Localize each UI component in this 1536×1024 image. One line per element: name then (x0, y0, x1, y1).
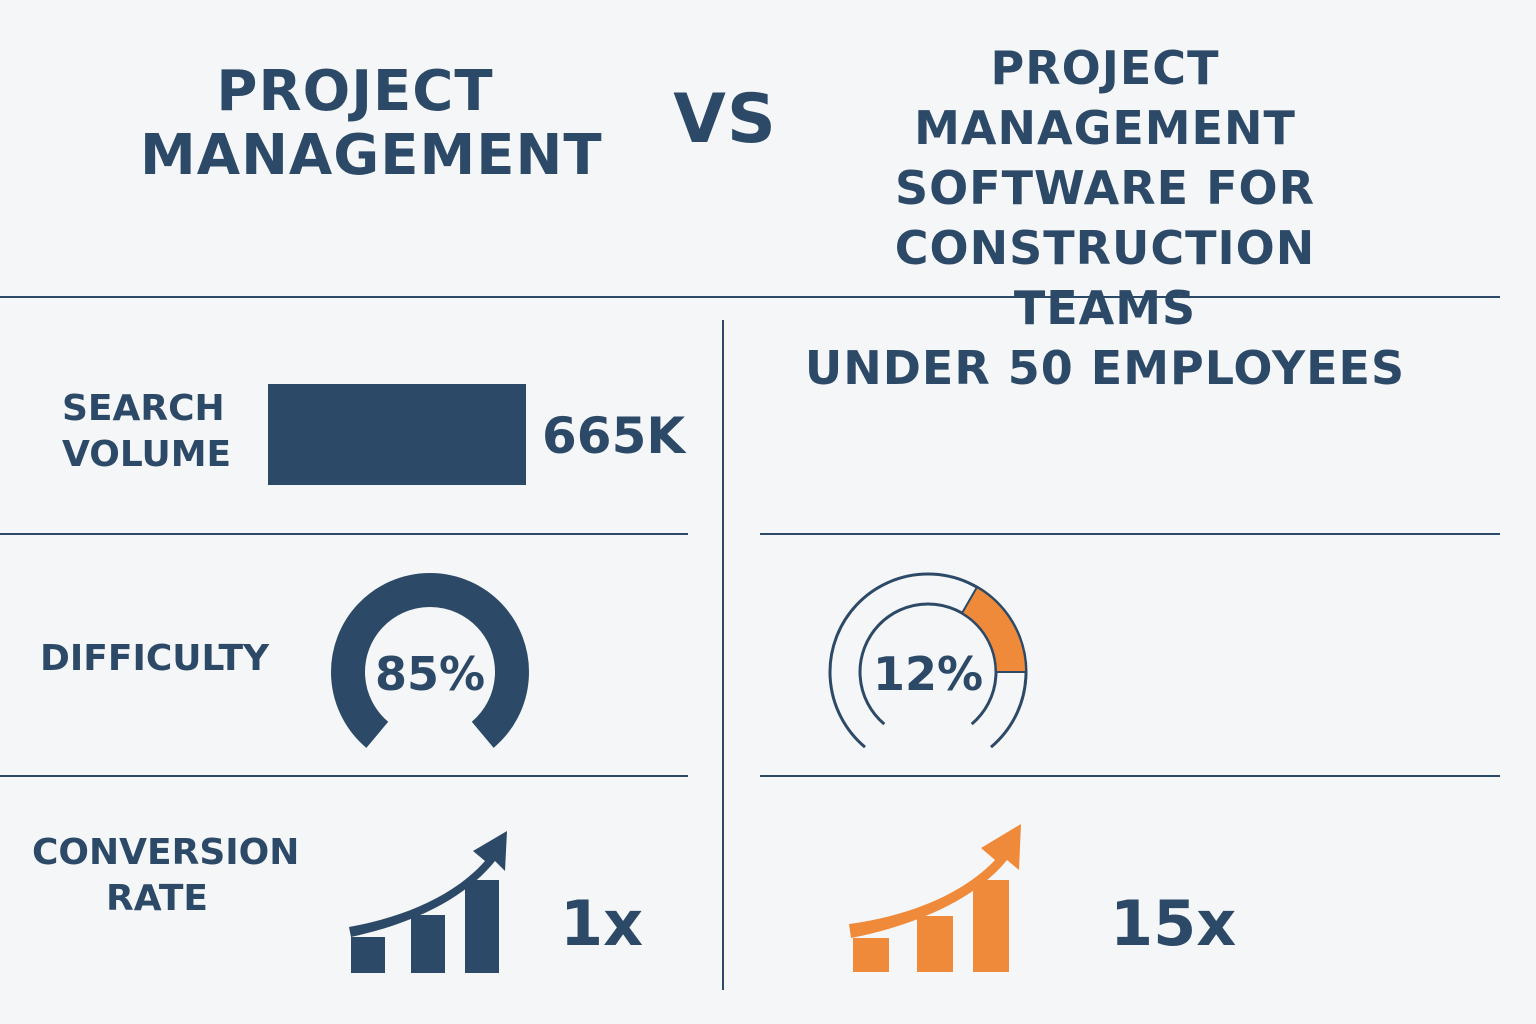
row-divider (0, 533, 688, 535)
row-divider (760, 775, 1500, 777)
conversion-right-value: 15x (1110, 887, 1237, 960)
label-line: VOLUME (62, 434, 232, 475)
difficulty-gauge-left: 85% (331, 572, 529, 748)
gauge-outer-ring (828, 572, 1028, 749)
right-title-line: CONSTRUCTION TEAMS (894, 221, 1316, 335)
difficulty-gauge-right: 12% (828, 572, 1028, 749)
growth-chart-icon (849, 824, 1021, 972)
conversion-left-value: 1x (560, 887, 644, 960)
label-line: CONVERSION (32, 832, 300, 873)
vs-label: VS (673, 80, 777, 159)
gauge-value: 85% (375, 647, 485, 701)
search-volume-label: SEARCH VOLUME (62, 386, 231, 478)
column-divider (722, 320, 724, 990)
row-divider (0, 775, 688, 777)
label-line: SEARCH (62, 388, 225, 429)
row-divider (760, 533, 1500, 535)
conversion-rate-label: CONVERSION RATE (32, 830, 300, 922)
header-divider (0, 296, 1500, 298)
search-volume-bar (268, 384, 526, 485)
gauge-value: 12% (873, 647, 983, 701)
left-keyword-title: PROJECT MANAGEMENT (140, 59, 603, 188)
right-title-line: UNDER 50 EMPLOYEES (804, 341, 1406, 395)
gauge-arc (331, 572, 529, 748)
difficulty-label: DIFFICULTY (40, 638, 270, 679)
label-line: RATE (106, 878, 208, 919)
growth-chart-icon (349, 831, 507, 973)
search-volume-value: 665K (542, 407, 686, 465)
gauge-inner-ring (858, 602, 998, 726)
right-title-line: PROJECT MANAGEMENT (914, 41, 1296, 155)
right-keyword-title: PROJECT MANAGEMENT SOFTWARE FOR CONSTRUC… (800, 38, 1410, 398)
left-title-line: PROJECT (216, 59, 494, 124)
right-title-line: SOFTWARE FOR (894, 161, 1316, 215)
left-title-line: MANAGEMENT (140, 123, 603, 188)
gauge-fill-segment (960, 585, 1028, 673)
